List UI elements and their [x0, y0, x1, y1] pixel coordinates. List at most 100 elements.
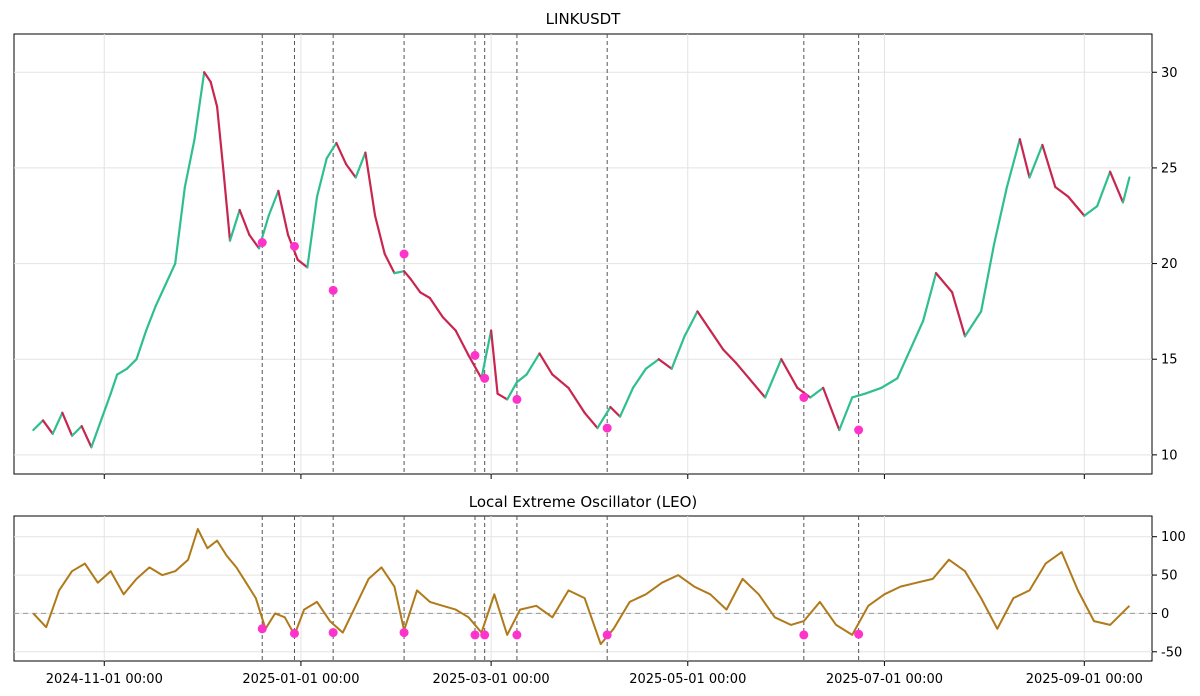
price-segment	[992, 185, 1009, 246]
price-segment	[1041, 143, 1057, 189]
xtick-label: 2025-05-01 00:00	[629, 672, 746, 687]
price-segment	[851, 392, 867, 399]
price-segment	[125, 358, 138, 370]
price-segment	[183, 138, 196, 189]
leo-ytick-label: 100	[1161, 530, 1186, 545]
price-segment	[670, 335, 686, 370]
price-segment	[402, 270, 412, 280]
price-segment	[1067, 195, 1086, 217]
leo-extreme-marker	[602, 630, 612, 640]
price-segment	[364, 151, 377, 217]
price-segment	[248, 233, 261, 250]
price-segment	[683, 310, 699, 338]
price-segment	[428, 296, 444, 319]
price-segment	[644, 358, 660, 370]
price-segment	[735, 361, 751, 380]
price-extreme-marker	[399, 249, 409, 259]
price-segment	[393, 270, 406, 275]
price-segment	[838, 396, 854, 432]
price-segment	[32, 419, 45, 432]
price-segment	[880, 377, 899, 390]
leo-extreme-marker	[854, 629, 864, 639]
price-segment	[228, 208, 241, 242]
price-segment	[506, 381, 519, 401]
price-segment	[480, 329, 493, 380]
price-segment	[209, 80, 219, 108]
price-segment	[306, 195, 319, 269]
leo-extreme-marker	[480, 630, 490, 640]
price-segment	[1121, 176, 1131, 204]
price-segment	[41, 419, 54, 435]
leo-extreme-marker	[399, 628, 409, 638]
price-segment	[809, 386, 825, 399]
leo-extreme-marker	[328, 628, 338, 638]
price-segment	[135, 329, 148, 361]
price-plot-area	[13, 33, 1153, 475]
price-segment	[657, 358, 673, 370]
price-ytick-label: 20	[1161, 257, 1178, 272]
price-segment	[1108, 170, 1125, 204]
price-ytick-label: 15	[1161, 353, 1178, 368]
price-segment	[454, 329, 470, 357]
price-extreme-marker	[289, 241, 299, 251]
leo-ytick-label: 50	[1161, 569, 1178, 584]
price-segment	[109, 373, 119, 395]
xtick-label: 2024-11-01 00:00	[46, 672, 163, 687]
leo-extreme-marker	[257, 624, 267, 634]
price-segment	[780, 358, 799, 390]
price-segment	[90, 419, 103, 449]
price-segment	[373, 214, 386, 256]
price-segment	[116, 367, 128, 376]
price-segment	[1005, 138, 1021, 189]
price-segment	[618, 386, 635, 418]
price-segment	[631, 367, 647, 390]
leo-extreme-marker	[799, 630, 809, 640]
price-segment	[409, 277, 422, 294]
price-extreme-marker	[257, 238, 267, 248]
leo-extreme-marker	[470, 630, 480, 640]
price-segment	[419, 291, 431, 300]
price-segment	[583, 411, 599, 430]
leo-line	[32, 528, 1131, 646]
price-segment	[215, 105, 225, 173]
price-segment	[467, 354, 483, 380]
leo-extreme-marker	[512, 630, 522, 640]
oscillator-panel: Local Extreme Oscillator (LEO) -50 0 50 100…	[13, 493, 1186, 687]
xtick-label: 2025-03-01 00:00	[433, 672, 550, 687]
price-segment	[154, 283, 167, 307]
price-segment	[325, 141, 338, 160]
price-chart-title: LINKUSDT	[546, 10, 621, 28]
price-segment	[174, 185, 186, 265]
price-extreme-marker	[470, 350, 480, 360]
price-segment	[596, 405, 612, 430]
price-segment	[934, 272, 954, 294]
price-segment	[383, 252, 396, 275]
price-segment	[796, 386, 812, 399]
xtick-label: 2025-07-01 00:00	[826, 672, 943, 687]
price-panel: LINKUSDT 10 15 20 25 30	[13, 10, 1178, 479]
price-extreme-marker	[328, 285, 338, 295]
price-segment	[277, 189, 290, 236]
price-segment	[296, 258, 309, 269]
price-segment	[238, 208, 251, 236]
price-segment	[164, 262, 177, 286]
price-segment	[951, 291, 967, 338]
oscillator-chart-title: Local Extreme Oscillator (LEO)	[469, 493, 697, 511]
price-segment	[335, 141, 348, 166]
price-segment	[909, 319, 925, 351]
price-segment	[963, 310, 983, 338]
xtick-label: 2025-01-01 00:00	[242, 672, 359, 687]
leo-ytick-label: -50	[1161, 645, 1182, 660]
price-extreme-marker	[480, 373, 490, 383]
price-ytick-label: 30	[1161, 66, 1178, 81]
price-segment	[203, 71, 212, 83]
price-segment	[441, 316, 457, 332]
price-segment	[193, 71, 206, 141]
price-segment	[747, 377, 767, 399]
price-segment	[764, 358, 783, 399]
price-segment	[551, 373, 570, 390]
price-segment	[490, 329, 499, 395]
price-segment	[354, 151, 367, 179]
price-segment	[99, 392, 112, 422]
